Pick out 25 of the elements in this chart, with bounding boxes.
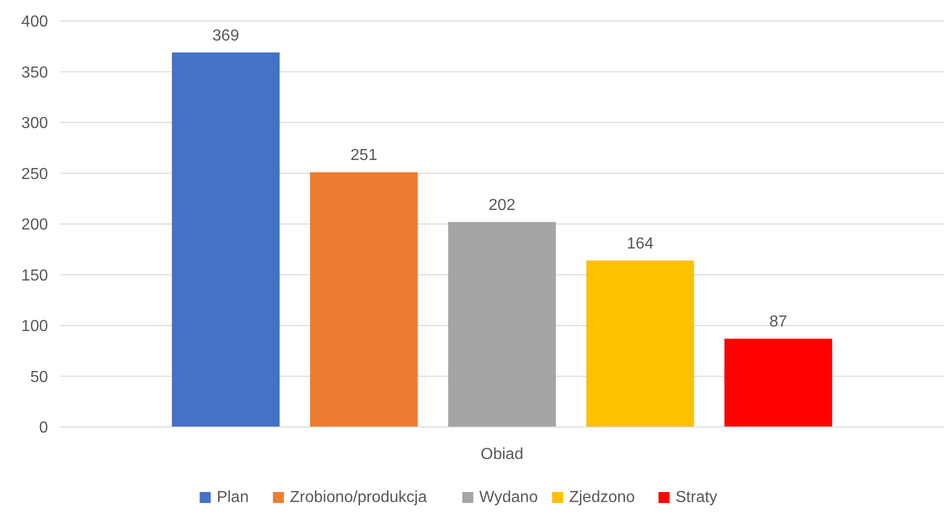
data-label: 87	[769, 314, 788, 331]
legend-label: Zrobiono/produkcja	[290, 489, 427, 506]
y-tick-label: 250	[21, 166, 48, 183]
legend-label: Wydano	[479, 489, 538, 506]
legend-label: Zjedzono	[569, 489, 636, 506]
data-label: 164	[626, 236, 654, 253]
x-tick-label: Obiad	[480, 446, 524, 463]
bar	[724, 338, 832, 427]
y-tick-label: 50	[30, 368, 48, 386]
bar	[586, 260, 694, 427]
y-tick-label: 350	[21, 64, 48, 82]
bar	[448, 222, 556, 427]
legend-label: Straty	[676, 489, 718, 506]
data-label: 251	[350, 147, 378, 164]
y-tick-label: 150	[21, 267, 48, 284]
y-tick-label: 0	[39, 420, 48, 437]
bar	[310, 172, 418, 427]
data-label: 369	[212, 27, 240, 44]
y-tick-label: 100	[21, 318, 48, 336]
data-label: 202	[488, 196, 516, 214]
legend-label: Plan	[216, 489, 249, 506]
y-tick-label: 200	[21, 216, 48, 234]
y-tick-label: 400	[21, 14, 48, 31]
y-tick-label: 300	[21, 115, 48, 132]
bar	[172, 52, 280, 427]
